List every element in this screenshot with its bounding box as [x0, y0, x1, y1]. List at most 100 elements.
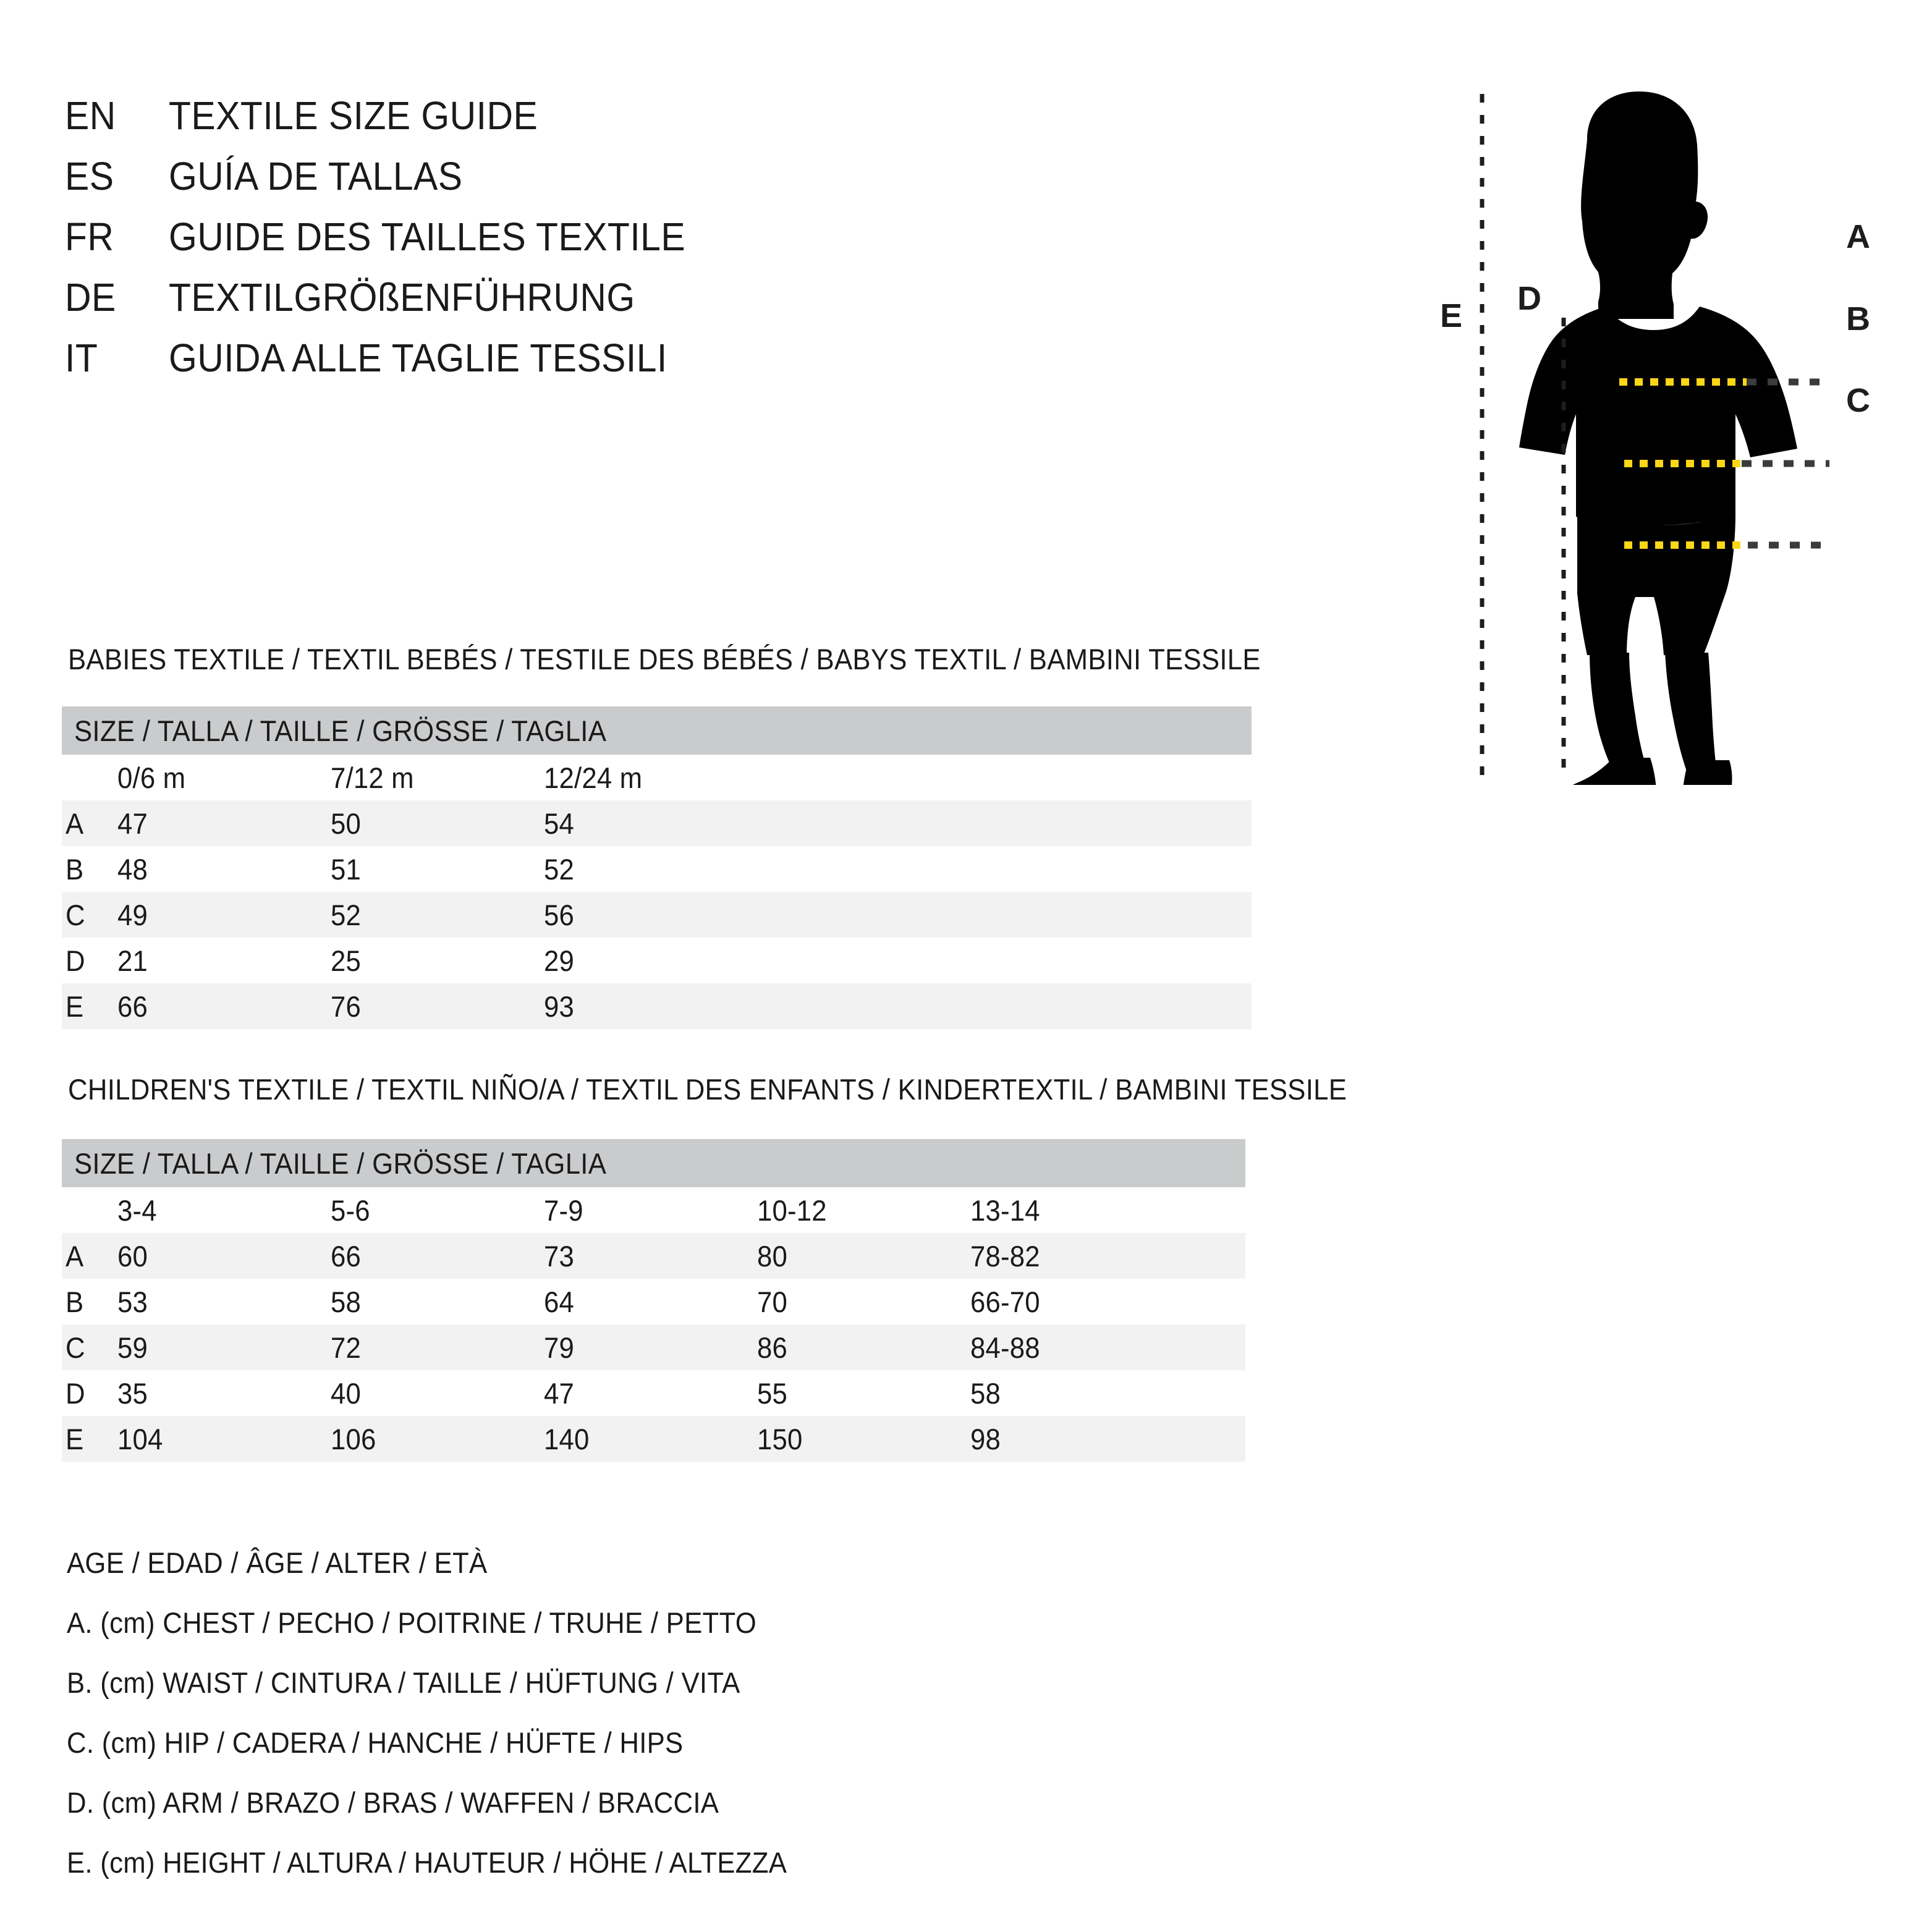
table-row-label: C — [62, 1324, 110, 1370]
table-cell: 72 — [323, 1324, 536, 1370]
babies-table-band: SIZE / TALLA / TAILLE / GRÖSSE / TAGLIA — [62, 706, 1252, 755]
table-cell: 25 — [331, 944, 361, 977]
table-row-label: D — [66, 1376, 85, 1410]
language-title-en: TEXTILE SIZE GUIDE — [169, 93, 538, 138]
table-cell: 49 — [110, 892, 323, 938]
table-cell: 21 — [117, 944, 148, 977]
language-row: IT GUIDA ALLE TAGLIE TESSILI — [65, 335, 930, 396]
language-code-en: EN — [65, 93, 116, 138]
babies-col-header: 0/6 m — [117, 761, 186, 794]
table-row-label: E — [62, 1416, 110, 1462]
language-code-it: IT — [65, 336, 98, 380]
babies-size-table: SIZE / TALLA / TAILLE / GRÖSSE / TAGLIA … — [62, 706, 1252, 1029]
babies-band-label: SIZE / TALLA / TAILLE / GRÖSSE / TAGLIA — [74, 714, 607, 747]
language-row: ES GUÍA DE TALLAS — [65, 153, 930, 214]
figure-label-c: C — [1846, 382, 1870, 419]
children-col-header: 5-6 — [331, 1193, 370, 1227]
children-col-header: 10-12 — [757, 1193, 827, 1227]
table-row-label: A — [62, 800, 110, 846]
babies-table-grid: 0/6 m 7/12 m 12/24 m A 47 50 54 B 48 51 … — [62, 755, 1252, 1029]
language-code-de: DE — [65, 275, 116, 320]
table-row-label: E — [62, 983, 110, 1029]
legend-line-c: C. (cm) HIP / CADERA / HANCHE / HÜFTE / … — [67, 1726, 684, 1759]
table-cell: 52 — [323, 892, 536, 938]
table-cell: 64 — [544, 1285, 574, 1318]
babies-col-filler — [750, 755, 1252, 800]
child-silhouette-shape — [1519, 91, 1797, 785]
table-row-label: D — [66, 944, 85, 977]
figure-label-d: D — [1517, 280, 1541, 317]
table-cell: 56 — [536, 892, 750, 938]
table-row-label: C — [62, 892, 110, 938]
table-cell: 52 — [544, 852, 574, 886]
measurement-figure: A B C D E — [1409, 80, 1916, 785]
table-cell: 78-82 — [963, 1233, 1245, 1279]
table-cell: 73 — [536, 1233, 750, 1279]
table-cell: 98 — [963, 1416, 1245, 1462]
table-cell: 66 — [323, 1233, 536, 1279]
table-cell: 80 — [750, 1233, 963, 1279]
table-row-label: A — [62, 1233, 110, 1279]
babies-col-header: 12/24 m — [544, 761, 643, 794]
measurement-legend: AGE / EDAD / ÂGE / ALTER / ETÀ A. (cm) C… — [67, 1533, 841, 1892]
table-cell: 53 — [117, 1285, 148, 1318]
table-cell: 60 — [110, 1233, 323, 1279]
legend-line-age: AGE / EDAD / ÂGE / ALTER / ETÀ — [67, 1546, 488, 1579]
table-cell: 48 — [117, 852, 148, 886]
table-cell: 66 — [110, 983, 323, 1029]
language-code-fr: FR — [65, 214, 114, 259]
table-corner-cell — [62, 1187, 110, 1233]
legend-line-a: A. (cm) CHEST / PECHO / POITRINE / TRUHE… — [67, 1606, 756, 1639]
table-corner-cell — [62, 755, 110, 800]
table-row-label: B — [66, 852, 84, 886]
table-cell: 47 — [110, 800, 323, 846]
table-cell: 59 — [110, 1324, 323, 1370]
language-code-es: ES — [65, 154, 114, 198]
language-title-fr: GUIDE DES TAILLES TEXTILE — [169, 214, 686, 259]
table-cell: 35 — [117, 1376, 148, 1410]
children-section-title: CHILDREN'S TEXTILE / TEXTIL NIÑO/A / TEX… — [68, 1073, 1347, 1106]
table-cell: 29 — [544, 944, 574, 977]
language-header-block: EN TEXTILE SIZE GUIDE ES GUÍA DE TALLAS … — [65, 93, 930, 396]
babies-col-header: 7/12 m — [331, 761, 414, 794]
table-cell: 79 — [536, 1324, 750, 1370]
table-cell: 84-88 — [963, 1324, 1245, 1370]
children-col-header: 13-14 — [970, 1193, 1040, 1227]
table-cell: 54 — [536, 800, 750, 846]
children-band-label: SIZE / TALLA / TAILLE / GRÖSSE / TAGLIA — [74, 1146, 607, 1180]
table-cell: 55 — [757, 1376, 787, 1410]
figure-label-a: A — [1846, 218, 1870, 255]
table-row-label: B — [66, 1285, 84, 1318]
table-cell: 70 — [757, 1285, 787, 1318]
table-cell: 58 — [970, 1376, 1001, 1410]
children-col-header: 3-4 — [117, 1193, 157, 1227]
table-cell: 51 — [331, 852, 361, 886]
table-cell: 86 — [750, 1324, 963, 1370]
table-cell: 40 — [331, 1376, 361, 1410]
table-cell: 47 — [544, 1376, 574, 1410]
language-title-de: TEXTILGRÖßENFÜHRUNG — [169, 275, 635, 320]
children-table-band: SIZE / TALLA / TAILLE / GRÖSSE / TAGLIA — [62, 1139, 1245, 1187]
legend-line-d: D. (cm) ARM / BRAZO / BRAS / WAFFEN / BR… — [67, 1786, 719, 1819]
language-row: DE TEXTILGRÖßENFÜHRUNG — [65, 274, 930, 335]
table-cell: 106 — [323, 1416, 536, 1462]
child-silhouette-diagram — [1480, 91, 1829, 785]
babies-section-title: BABIES TEXTILE / TEXTIL BEBÉS / TESTILE … — [68, 643, 1261, 676]
table-cell-filler — [750, 800, 1252, 846]
table-cell: 58 — [331, 1285, 361, 1318]
legend-line-b: B. (cm) WAIST / CINTURA / TAILLE / HÜFTU… — [67, 1666, 740, 1699]
language-row: EN TEXTILE SIZE GUIDE — [65, 93, 930, 153]
table-cell-filler — [750, 892, 1252, 938]
children-size-table: SIZE / TALLA / TAILLE / GRÖSSE / TAGLIA … — [62, 1139, 1245, 1462]
language-title-it: GUIDA ALLE TAGLIE TESSILI — [169, 336, 667, 380]
legend-line-e: E. (cm) HEIGHT / ALTURA / HAUTEUR / HÖHE… — [67, 1846, 787, 1879]
table-cell-filler — [750, 846, 1252, 892]
children-table-grid: 3-4 5-6 7-9 10-12 13-14 A 60 66 73 80 78… — [62, 1187, 1245, 1462]
figure-label-e: E — [1440, 297, 1463, 334]
table-cell: 104 — [110, 1416, 323, 1462]
language-row: FR GUIDE DES TAILLES TEXTILE — [65, 214, 930, 274]
table-cell: 50 — [323, 800, 536, 846]
table-cell: 150 — [750, 1416, 963, 1462]
figure-label-b: B — [1846, 300, 1870, 337]
